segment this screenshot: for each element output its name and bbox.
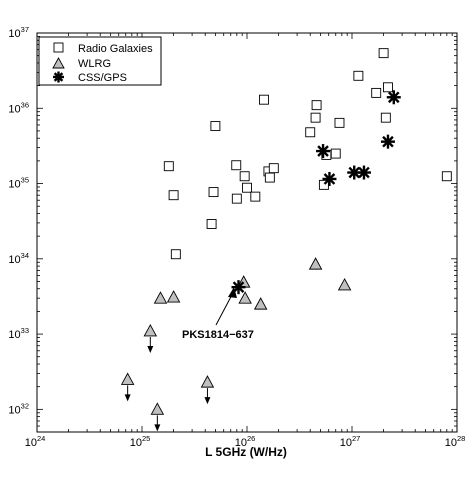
wlrg-point — [337, 277, 352, 291]
wlrg-point — [166, 290, 181, 303]
radio-galaxy-point — [380, 112, 391, 123]
y-tick-label: 1036 — [8, 100, 29, 115]
wlrg-point — [308, 257, 323, 270]
x-axis-title: L 5GHz (W/Hz) — [205, 445, 287, 459]
radio-galaxy-point — [330, 148, 341, 159]
radio-galaxy-point — [168, 190, 179, 201]
asterisk-stroke — [323, 173, 336, 185]
y-tick-label: 1034 — [8, 251, 29, 266]
css-gps-point — [316, 144, 331, 159]
x-tick-label: 1028 — [445, 434, 466, 449]
upper-limit-arrowhead — [154, 424, 161, 432]
upper-limit-arrowhead — [147, 345, 154, 353]
wlrg-point — [238, 291, 252, 304]
css-gps-point — [386, 90, 401, 105]
data-points — [120, 48, 452, 432]
wlrg-point — [153, 291, 168, 304]
radio-galaxy-point — [242, 182, 252, 193]
wlrg-point — [150, 402, 165, 415]
legend-css-gps-label: CSS/GPS — [78, 72, 127, 84]
legend-wlrg-marker — [52, 57, 65, 69]
radio-galaxy-point — [371, 87, 382, 98]
legend-wlrg-label: WLRG — [78, 58, 111, 70]
wlrg-point — [253, 297, 268, 310]
radio-galaxy-point — [210, 121, 221, 132]
legend-css-gps-asterisk — [53, 71, 64, 83]
css-gps-point — [356, 165, 371, 180]
radio-galaxy-point — [258, 94, 269, 105]
legend-radio-galaxies-label: Radio Galaxies — [78, 43, 153, 55]
asterisk-stroke — [387, 91, 400, 104]
radio-galaxy-point — [264, 172, 275, 183]
annotation-label: PKS1814−637 — [182, 329, 254, 341]
x-tick-label: 1027 — [340, 434, 361, 449]
y-tick-label: 1033 — [8, 326, 29, 341]
upper-limit-arrowhead — [124, 394, 131, 402]
radio-galaxy-point — [383, 82, 393, 93]
asterisk-stroke — [53, 72, 64, 82]
radio-galaxy-point — [305, 127, 316, 138]
css-gps-point — [322, 171, 337, 186]
axes — [36, 32, 458, 433]
asterisk-stroke — [317, 145, 329, 157]
tick-labels: 1024 1025 1026 1027 1028 1032 1033 1034 1035 1036… — [8, 25, 465, 449]
legend-css-gps-marker — [53, 71, 64, 83]
radio-galaxy-point — [208, 187, 219, 198]
x-tick-label: 1024 — [25, 434, 46, 449]
radio-galaxy-point — [206, 219, 217, 229]
asterisk-stroke — [348, 166, 361, 179]
radio-galaxy-point — [163, 161, 174, 172]
wlrg-point — [200, 375, 215, 388]
radio-galaxy-point — [250, 191, 261, 202]
asterisk-stroke — [232, 281, 245, 293]
x-tick-label: 1026 — [235, 434, 256, 449]
css-gps-point — [347, 165, 362, 180]
wlrg-point — [143, 324, 158, 337]
x-tick-label: 1025 — [130, 434, 151, 449]
annotation-arrowhead — [228, 287, 237, 298]
css-gps-point — [231, 280, 246, 295]
radio-galaxy-point — [353, 70, 364, 81]
legend-radio-galaxies-marker — [53, 42, 64, 53]
y-tick-label: 1032 — [8, 401, 29, 416]
radio-galaxy-point — [268, 163, 279, 174]
radio-galaxy-point — [441, 171, 452, 182]
annotation: PKS1814−637 — [182, 287, 254, 341]
radio-galaxy-point — [170, 249, 181, 260]
legend: Radio Galaxies WLRG CSS/GPS — [38, 36, 162, 86]
radio-galaxy-point — [231, 193, 242, 204]
radio-galaxy-point — [239, 171, 250, 182]
y-tick-label: 1035 — [8, 176, 29, 191]
radio-galaxy-point — [334, 117, 345, 128]
asterisk-stroke — [382, 135, 394, 148]
radio-galaxy-point — [378, 48, 389, 59]
radio-galaxy-point — [310, 112, 321, 123]
upper-limit-arrowhead — [204, 397, 211, 405]
radio-galaxy-point — [231, 160, 242, 171]
y-tick-label: 1037 — [8, 25, 29, 40]
css-gps-point — [380, 134, 395, 149]
radio-galaxy-point — [311, 100, 322, 111]
wlrg-point — [120, 372, 135, 385]
asterisk-stroke — [358, 166, 370, 179]
